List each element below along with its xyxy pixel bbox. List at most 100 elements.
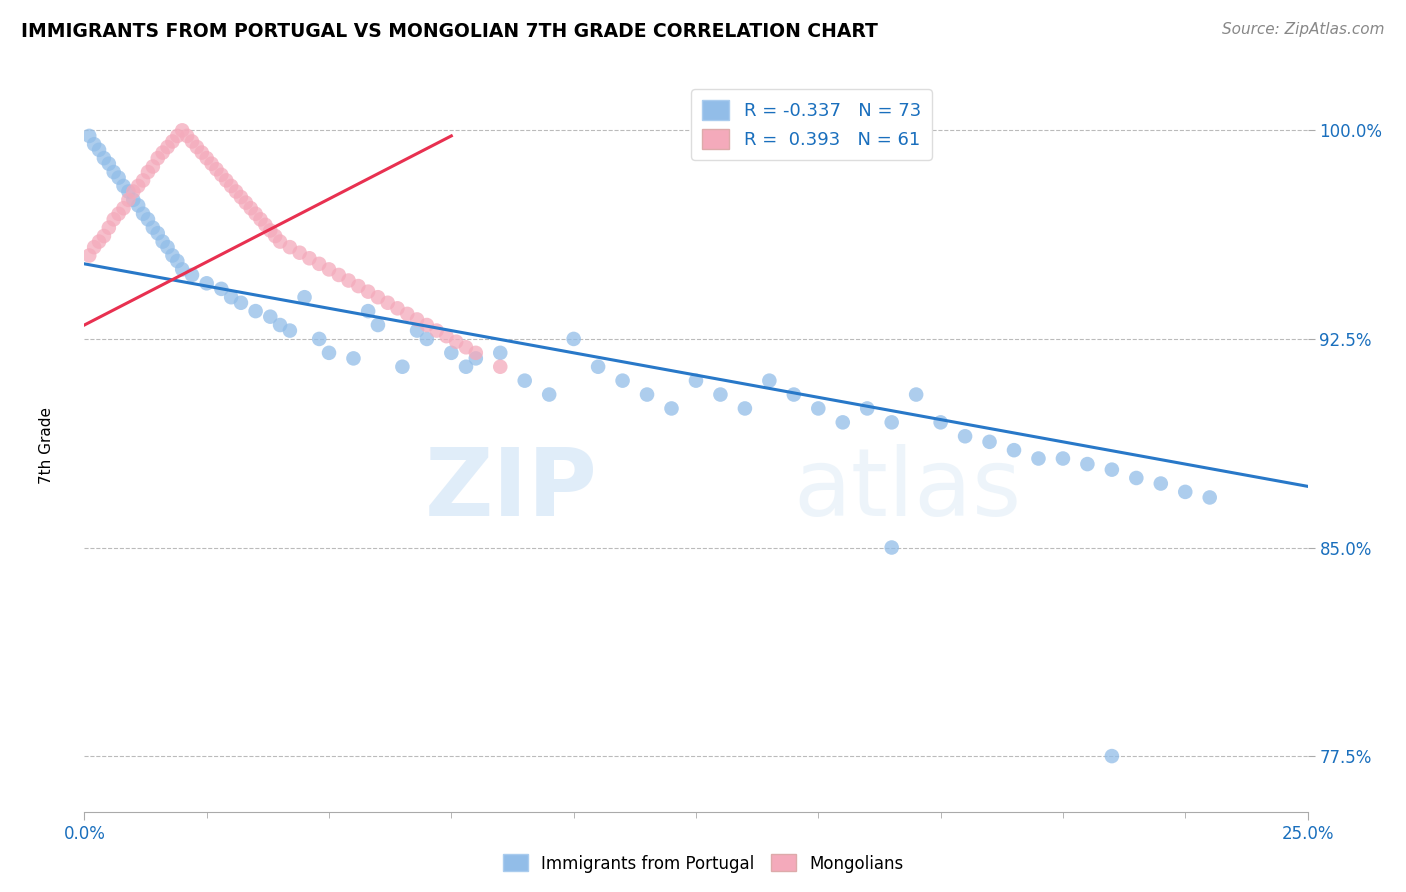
Point bbox=[709, 387, 731, 401]
Point bbox=[342, 351, 364, 366]
Point bbox=[979, 434, 1001, 449]
Point bbox=[328, 268, 350, 282]
Point bbox=[636, 387, 658, 401]
Text: ZIP: ZIP bbox=[425, 444, 598, 536]
Point bbox=[1028, 451, 1050, 466]
Point bbox=[200, 157, 222, 171]
Point bbox=[278, 324, 301, 338]
Point bbox=[245, 304, 267, 318]
Point bbox=[162, 135, 184, 149]
Point bbox=[953, 429, 976, 443]
Point bbox=[254, 218, 277, 232]
Point bbox=[166, 254, 188, 268]
Point bbox=[1101, 463, 1123, 477]
Point bbox=[93, 151, 115, 165]
Point bbox=[181, 268, 204, 282]
Point bbox=[416, 318, 439, 332]
Point bbox=[294, 290, 316, 304]
Text: IMMIGRANTS FROM PORTUGAL VS MONGOLIAN 7TH GRADE CORRELATION CHART: IMMIGRANTS FROM PORTUGAL VS MONGOLIAN 7T… bbox=[21, 22, 877, 41]
Point bbox=[454, 359, 477, 374]
Point bbox=[464, 346, 486, 360]
Point bbox=[107, 170, 129, 185]
Point bbox=[146, 226, 169, 240]
Point bbox=[318, 346, 340, 360]
Point bbox=[278, 240, 301, 254]
Point bbox=[142, 160, 165, 174]
Point bbox=[357, 304, 380, 318]
Point bbox=[209, 168, 232, 182]
Y-axis label: 7th Grade: 7th Grade bbox=[39, 408, 53, 484]
Point bbox=[191, 145, 214, 160]
Point bbox=[880, 415, 903, 429]
Point bbox=[152, 235, 174, 249]
Point bbox=[77, 248, 100, 262]
Point bbox=[142, 220, 165, 235]
Point bbox=[308, 257, 330, 271]
Point bbox=[905, 387, 928, 401]
Point bbox=[298, 252, 321, 266]
Point bbox=[264, 229, 287, 244]
Point bbox=[1076, 457, 1098, 471]
Point bbox=[318, 262, 340, 277]
Point bbox=[93, 229, 115, 244]
Point bbox=[391, 359, 413, 374]
Point bbox=[288, 245, 311, 260]
Point bbox=[464, 351, 486, 366]
Point bbox=[562, 332, 585, 346]
Point bbox=[586, 359, 609, 374]
Point bbox=[831, 415, 853, 429]
Point bbox=[87, 235, 110, 249]
Point bbox=[127, 198, 149, 212]
Point bbox=[1125, 471, 1147, 485]
Point bbox=[440, 346, 463, 360]
Point bbox=[87, 143, 110, 157]
Legend: R = -0.337   N = 73, R =  0.393   N = 61: R = -0.337 N = 73, R = 0.393 N = 61 bbox=[692, 89, 932, 160]
Point bbox=[103, 165, 125, 179]
Point bbox=[1101, 749, 1123, 764]
Point bbox=[880, 541, 903, 555]
Point bbox=[172, 262, 194, 277]
Point bbox=[229, 190, 252, 204]
Point bbox=[77, 128, 100, 143]
Point bbox=[122, 193, 145, 207]
Point bbox=[156, 240, 179, 254]
Point bbox=[269, 318, 291, 332]
Point bbox=[387, 301, 409, 316]
Point bbox=[259, 310, 281, 324]
Point bbox=[112, 178, 135, 193]
Point bbox=[117, 193, 139, 207]
Point bbox=[229, 295, 252, 310]
Point bbox=[156, 140, 179, 154]
Point bbox=[367, 290, 389, 304]
Point bbox=[136, 165, 159, 179]
Point bbox=[396, 307, 419, 321]
Point bbox=[259, 223, 281, 237]
Point bbox=[225, 185, 247, 199]
Point bbox=[152, 145, 174, 160]
Point bbox=[454, 340, 477, 354]
Point bbox=[807, 401, 830, 416]
Point bbox=[166, 128, 188, 143]
Point bbox=[489, 359, 512, 374]
Point bbox=[406, 324, 429, 338]
Point bbox=[146, 151, 169, 165]
Text: atlas: atlas bbox=[794, 444, 1022, 536]
Point bbox=[1174, 484, 1197, 499]
Point bbox=[416, 332, 439, 346]
Point bbox=[856, 401, 879, 416]
Point bbox=[245, 207, 267, 221]
Point bbox=[1150, 476, 1173, 491]
Point bbox=[83, 240, 105, 254]
Point bbox=[513, 374, 536, 388]
Point bbox=[783, 387, 806, 401]
Point bbox=[209, 282, 232, 296]
Point bbox=[172, 123, 194, 137]
Point bbox=[176, 128, 198, 143]
Text: Source: ZipAtlas.com: Source: ZipAtlas.com bbox=[1222, 22, 1385, 37]
Point bbox=[337, 273, 360, 287]
Point bbox=[239, 201, 262, 215]
Point bbox=[83, 137, 105, 152]
Point bbox=[132, 207, 155, 221]
Point bbox=[489, 346, 512, 360]
Point bbox=[162, 248, 184, 262]
